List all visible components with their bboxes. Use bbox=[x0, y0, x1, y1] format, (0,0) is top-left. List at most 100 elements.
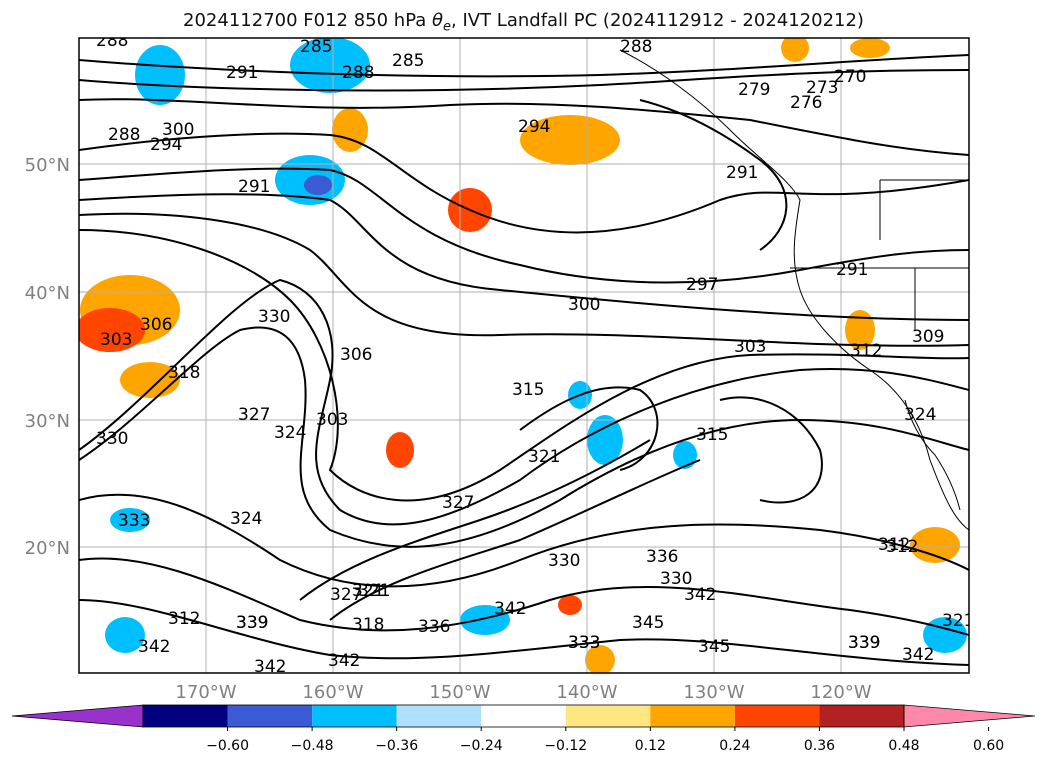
colorbar-segment bbox=[481, 705, 566, 727]
colorbar-extend-low bbox=[11, 704, 144, 728]
contour-label: 312 bbox=[168, 609, 200, 629]
colorbar-segment bbox=[565, 705, 651, 727]
contour-label: 330 bbox=[548, 551, 580, 571]
colorbar-segment bbox=[650, 705, 735, 727]
coastline-layer bbox=[619, 49, 969, 531]
contour-label: 306 bbox=[340, 345, 372, 365]
contour-label: 324 bbox=[230, 509, 262, 529]
graticule bbox=[79, 38, 969, 673]
contour-label: 285 bbox=[300, 37, 332, 57]
colorbar-tick-label: 0.60 bbox=[973, 738, 1004, 754]
contour-label: 342 bbox=[902, 645, 934, 665]
shade-blob bbox=[290, 38, 370, 93]
contour-label: 303 bbox=[734, 337, 766, 357]
contour-label: 342 bbox=[328, 651, 360, 671]
contour-label: 270 bbox=[834, 67, 866, 87]
colorbar-tick-label: −0.36 bbox=[375, 738, 418, 754]
contour-label: 330 bbox=[660, 569, 692, 589]
contour-label: 312 bbox=[850, 341, 882, 361]
contour-label: 342 bbox=[494, 599, 526, 619]
shade-blob bbox=[304, 175, 332, 195]
contour-label: 312 bbox=[886, 537, 918, 557]
contour-label: 315 bbox=[696, 425, 728, 445]
contour-label: 288 bbox=[620, 37, 652, 57]
contour-label: 318 bbox=[352, 615, 384, 635]
contour-label: 303 bbox=[100, 330, 132, 350]
title-symbol: θ bbox=[432, 10, 444, 31]
lon-label: 140°W bbox=[556, 682, 617, 703]
contour-label: 303 bbox=[316, 410, 348, 430]
contour-label: 330 bbox=[258, 307, 290, 327]
lon-label: 160°W bbox=[302, 682, 363, 703]
colorbar-tick-label: −0.48 bbox=[291, 738, 334, 754]
contour-label: 339 bbox=[848, 633, 880, 653]
title-suffix: , IVT Landfall PC (2024112912 - 20241202… bbox=[451, 10, 864, 31]
shade-blob bbox=[520, 115, 620, 165]
map-title: 2024112700 F012 850 hPa θe, IVT Landfall… bbox=[0, 10, 1047, 35]
contour-label: 339 bbox=[848, 633, 880, 653]
colorbar-extend-high bbox=[903, 704, 1036, 728]
contour-label: 288 bbox=[342, 63, 374, 83]
contour-label: 315 bbox=[512, 380, 544, 400]
colorbar-segment bbox=[396, 705, 482, 727]
contour-label: 321 bbox=[352, 581, 384, 601]
contour-label: 330 bbox=[96, 429, 128, 449]
shade-blob bbox=[460, 605, 510, 635]
colorbar: −0.60 −0.48 −0.36 −0.24 −0.12 0.12 0.24 0.36 0.4… bbox=[11, 704, 1036, 754]
colorbar-tick-label: 0.24 bbox=[719, 738, 750, 754]
shade-blob bbox=[845, 310, 875, 350]
colorbar-segment bbox=[819, 705, 904, 727]
shade-blob bbox=[781, 38, 809, 62]
contour-label: 327 bbox=[330, 585, 362, 605]
longitude-labels: 170°W 160°W 150°W 140°W 130°W 120°W bbox=[175, 682, 871, 703]
contour-label: 333 bbox=[568, 633, 600, 653]
contour-label: 336 bbox=[646, 547, 678, 567]
shade-blob bbox=[110, 508, 150, 532]
lat-label: 50°N bbox=[25, 155, 70, 176]
contour-label: 345 bbox=[698, 637, 730, 657]
contour-label: 300 bbox=[162, 120, 194, 140]
colorbar-tick-label: −0.60 bbox=[206, 738, 249, 754]
map-frame bbox=[78, 37, 970, 674]
contour-label: 288 bbox=[96, 31, 128, 51]
map-content: 288 291 285 288 285 288 279 270 273 276 … bbox=[79, 31, 969, 677]
contour-label: 273 bbox=[806, 78, 838, 98]
colorbar-segment bbox=[227, 705, 313, 727]
contour-labels: 288 291 285 288 285 288 279 270 273 276 … bbox=[96, 31, 969, 677]
contour-label: 291 bbox=[726, 163, 758, 183]
contour-label: 312 bbox=[878, 535, 910, 555]
contour-label: 345 bbox=[632, 613, 664, 633]
shade-blob bbox=[386, 432, 414, 468]
title-prefix: 2024112700 F012 850 hPa bbox=[183, 10, 432, 31]
colorbar-outline bbox=[142, 704, 905, 728]
contour-label: 291 bbox=[238, 177, 270, 197]
contour-label: 336 bbox=[418, 617, 450, 637]
contour-label: 342 bbox=[254, 657, 286, 677]
shade-blob bbox=[910, 527, 960, 563]
lon-label: 150°W bbox=[429, 682, 490, 703]
lat-label: 40°N bbox=[25, 283, 70, 304]
contour-label: 297 bbox=[686, 275, 718, 295]
contour-label: 306 bbox=[140, 315, 172, 335]
lat-label: 20°N bbox=[25, 538, 70, 559]
shade-blob bbox=[673, 441, 697, 469]
colorbar-segment bbox=[312, 705, 397, 727]
shade-blob bbox=[135, 45, 185, 105]
shade-blob bbox=[79, 308, 145, 352]
contour-label: 333 bbox=[568, 633, 600, 653]
contour-label: 285 bbox=[392, 51, 424, 71]
shade-blob bbox=[850, 38, 890, 58]
contour-label: 294 bbox=[150, 135, 182, 155]
colorbar-segment bbox=[734, 705, 820, 727]
contour-label: 333 bbox=[118, 511, 150, 531]
shade-blob bbox=[558, 595, 582, 615]
colorbar-tick-label: 0.12 bbox=[635, 738, 666, 754]
lat-label: 30°N bbox=[25, 411, 70, 432]
shade-blob bbox=[587, 415, 623, 465]
contour-label: 309 bbox=[912, 327, 944, 347]
colorbar-tick-label: 0.48 bbox=[888, 738, 919, 754]
contour-layer bbox=[79, 54, 969, 666]
contour-label: 318 bbox=[168, 363, 200, 383]
latitude-labels: 50°N 40°N 30°N 20°N bbox=[25, 155, 70, 559]
